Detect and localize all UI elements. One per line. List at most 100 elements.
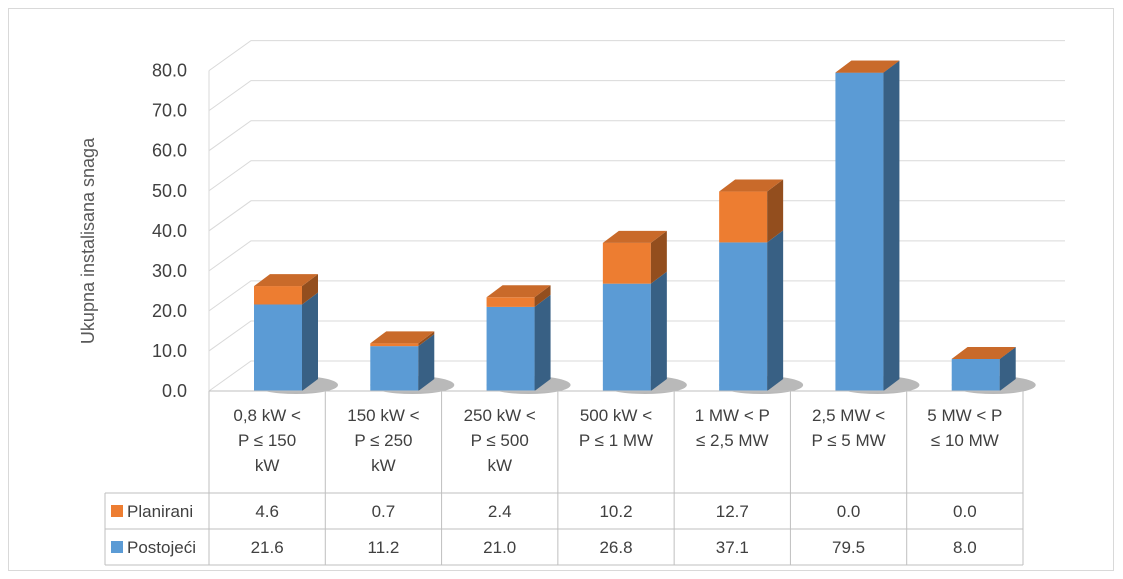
y-tick-label: 30.0 <box>152 261 187 281</box>
y-tick-label: 0.0 <box>162 381 187 401</box>
bar-segment-postojeci <box>486 294 551 391</box>
grid-lines <box>208 40 1065 392</box>
category-label: 150 kW < <box>347 406 419 425</box>
bar-side-face <box>534 294 551 391</box>
grid-line <box>208 360 1065 392</box>
bar-top-face <box>486 285 551 298</box>
data-table: 0,8 kW < P ≤ 150 kW 150 kW < P ≤ 250 kW 250 kW… <box>104 390 1024 566</box>
y-tick-label: 10.0 <box>152 341 187 361</box>
bar-front-face <box>835 72 884 391</box>
data-label: 12.7 <box>716 502 749 521</box>
y-tick-label: 80.0 <box>152 61 187 81</box>
category-label: P ≤ 500 <box>471 431 529 450</box>
bar-side-face <box>534 285 551 307</box>
category-label: P ≤ 250 <box>354 431 412 450</box>
data-label: 0.0 <box>837 502 861 521</box>
bar-segment-planirani <box>370 331 435 347</box>
grid-line <box>208 40 1065 72</box>
legend-label: Postojeći <box>127 538 196 557</box>
bar-segment-planirani <box>486 285 551 307</box>
bar-segment-planirani <box>719 179 784 243</box>
category-label: 250 kW < <box>464 406 536 425</box>
grid-line <box>208 160 1065 192</box>
bar-segment-planirani <box>254 274 318 305</box>
category-label: ≤ 2,5 MW <box>696 431 769 450</box>
y-axis-ticks: 0.0 10.0 20.0 30.0 40.0 50.0 60.0 70.0 80.0 <box>152 61 187 401</box>
y-tick-label: 70.0 <box>152 101 187 121</box>
data-label: 11.2 <box>368 538 400 557</box>
legend-label: Planirani <box>127 502 193 521</box>
y-axis-label: Ukupna instalisana snaga <box>78 137 98 344</box>
bar-segment-planirani <box>835 60 900 73</box>
category-label: kW <box>371 456 396 475</box>
bar-side-face <box>767 179 784 243</box>
bar-segment-postojeci <box>719 230 784 391</box>
bar-side-face <box>418 331 435 347</box>
bar-side-face <box>302 274 318 305</box>
bar-front-face <box>486 297 535 307</box>
category-label: 500 kW < <box>580 406 652 425</box>
category-label: 5 MW < P <box>927 406 1002 425</box>
bar-segment-postojeci <box>835 60 900 391</box>
bar-front-face <box>719 191 768 243</box>
bar-side-face <box>418 334 435 391</box>
bar-front-face <box>602 283 651 391</box>
data-label: 0.0 <box>953 502 977 521</box>
y-tick-label: 50.0 <box>152 181 187 201</box>
category-label: 0,8 kW < <box>233 406 301 425</box>
grid-line <box>208 240 1065 272</box>
grid-line <box>208 200 1065 232</box>
category-label: kW <box>487 456 512 475</box>
bar-top-face <box>602 230 667 243</box>
data-label: 37.1 <box>716 538 749 557</box>
category-label: P ≤ 5 MW <box>811 431 885 450</box>
bar-top-face <box>951 346 1016 359</box>
bar-front-face <box>602 242 651 284</box>
bar-side-face <box>302 292 318 391</box>
grid-line <box>208 120 1065 152</box>
bar-side-face <box>767 230 784 391</box>
y-tick-label: 60.0 <box>152 141 187 161</box>
data-label: 2.4 <box>488 502 512 521</box>
bar-top-face <box>370 331 435 344</box>
data-label: 8.0 <box>953 538 977 557</box>
category-label: ≤ 10 MW <box>931 431 999 450</box>
data-label: 0.7 <box>372 502 396 521</box>
stacked-3d-bar-chart: 0.0 10.0 20.0 30.0 40.0 50.0 60.0 70.0 80.0 Ukup… <box>78 40 1065 566</box>
grid-line <box>208 280 1065 312</box>
chart-frame: 0.0 10.0 20.0 30.0 40.0 50.0 60.0 70.0 80.0 Ukup… <box>8 8 1114 571</box>
bar-side-face <box>650 230 667 284</box>
bar-segment-planirani <box>602 230 667 284</box>
bar-front-face <box>254 304 302 391</box>
y-tick-label: 40.0 <box>152 221 187 241</box>
legend-swatch <box>111 505 123 517</box>
bars <box>254 60 1016 391</box>
bar-top-face <box>835 60 900 73</box>
category-label: P ≤ 150 <box>238 431 296 450</box>
bar-top-face <box>254 274 318 287</box>
category-label: 1 MW < P <box>695 406 770 425</box>
bar-side-face <box>650 271 667 391</box>
bar-front-face <box>486 306 535 391</box>
data-label: 26.8 <box>599 538 632 557</box>
bar-front-face <box>719 242 768 391</box>
bar-front-face <box>951 358 1000 391</box>
grid-line <box>208 80 1065 112</box>
legend-swatch <box>111 541 123 553</box>
bar-front-face <box>254 286 302 305</box>
bar-top-face <box>719 179 784 192</box>
bar-segment-postojeci <box>254 292 318 391</box>
data-label: 79.5 <box>832 538 865 557</box>
bar-segment-planirani <box>951 346 1016 359</box>
bar-front-face <box>370 346 419 391</box>
bar-front-face <box>370 343 419 347</box>
bar-side-face <box>883 60 900 391</box>
data-label: 21.0 <box>483 538 516 557</box>
category-label: P ≤ 1 MW <box>579 431 653 450</box>
bar-side-face <box>999 346 1016 391</box>
category-label: kW <box>255 456 280 475</box>
category-label: 2,5 MW < <box>812 406 885 425</box>
bar-segment-postojeci <box>370 334 435 391</box>
y-tick-label: 20.0 <box>152 301 187 321</box>
bar-segment-postojeci <box>602 271 667 391</box>
